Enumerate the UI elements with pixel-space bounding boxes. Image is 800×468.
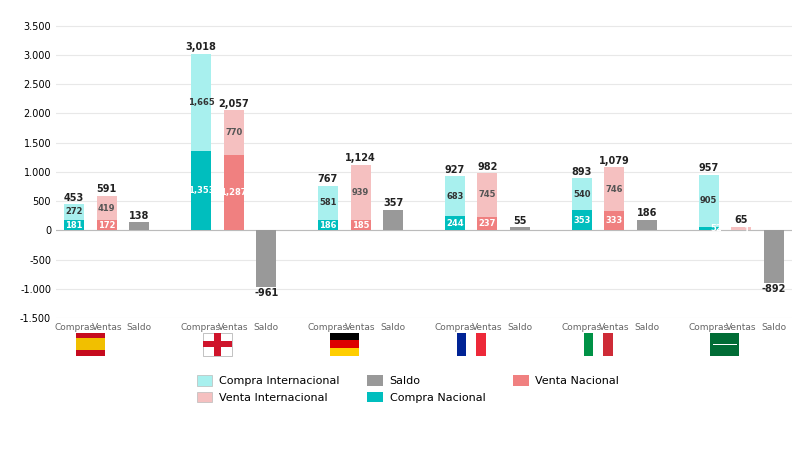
Text: 272: 272 xyxy=(66,207,83,216)
Bar xyxy=(604,211,624,230)
Bar xyxy=(330,348,358,356)
Text: 185: 185 xyxy=(352,220,370,230)
Legend: Compra Internacional, Venta Internacional, Saldo, Compra Nacional, Venta Naciona: Compra Internacional, Venta Internaciona… xyxy=(192,371,624,407)
Bar xyxy=(698,227,718,230)
Text: 683: 683 xyxy=(446,192,463,201)
Bar xyxy=(714,344,737,345)
Text: 2,057: 2,057 xyxy=(218,99,249,109)
Text: 237: 237 xyxy=(478,219,496,228)
Bar xyxy=(604,168,624,211)
Text: 419: 419 xyxy=(98,204,115,212)
Text: 1,124: 1,124 xyxy=(345,154,376,163)
Bar xyxy=(637,219,657,230)
Bar xyxy=(383,210,403,230)
Bar xyxy=(191,54,211,151)
Bar xyxy=(64,220,84,230)
Bar xyxy=(710,333,739,356)
Bar xyxy=(64,204,84,220)
Text: 52: 52 xyxy=(710,225,722,234)
Text: 957: 957 xyxy=(698,163,718,173)
Bar xyxy=(97,196,117,220)
Text: 244: 244 xyxy=(446,219,464,228)
Bar xyxy=(214,333,221,356)
Text: 3,018: 3,018 xyxy=(186,43,217,52)
Bar xyxy=(224,110,244,155)
Text: 65: 65 xyxy=(734,215,748,225)
Text: 746: 746 xyxy=(606,185,623,194)
Bar xyxy=(350,165,370,219)
Bar xyxy=(445,176,465,216)
Text: 770: 770 xyxy=(225,128,242,137)
Bar xyxy=(130,222,150,230)
Text: 1,079: 1,079 xyxy=(599,156,630,166)
Bar xyxy=(731,227,751,230)
Bar xyxy=(76,338,105,350)
Bar xyxy=(510,227,530,230)
Bar xyxy=(76,333,105,356)
Text: 581: 581 xyxy=(319,198,337,207)
Text: 1,665: 1,665 xyxy=(188,98,214,107)
Text: 181: 181 xyxy=(66,221,83,230)
Bar xyxy=(457,333,466,356)
Text: 453: 453 xyxy=(64,192,84,203)
Bar xyxy=(698,175,718,227)
Bar xyxy=(603,333,613,356)
Bar xyxy=(224,155,244,230)
Text: 1,287: 1,287 xyxy=(221,188,247,197)
Text: 927: 927 xyxy=(445,165,465,175)
Bar xyxy=(457,333,486,356)
Text: 138: 138 xyxy=(130,211,150,221)
Text: 1,353: 1,353 xyxy=(188,186,214,196)
Text: 186: 186 xyxy=(319,220,337,229)
Bar xyxy=(583,333,593,356)
Text: -892: -892 xyxy=(762,284,786,294)
Bar xyxy=(203,333,232,356)
Bar xyxy=(350,219,370,230)
Text: 55: 55 xyxy=(514,216,527,226)
Bar xyxy=(764,230,784,283)
Bar xyxy=(256,230,276,287)
Text: 767: 767 xyxy=(318,174,338,184)
Bar xyxy=(478,173,498,217)
Text: 353: 353 xyxy=(573,216,590,225)
Text: 591: 591 xyxy=(97,184,117,195)
Text: 982: 982 xyxy=(478,161,498,172)
Text: 745: 745 xyxy=(478,190,496,199)
Bar xyxy=(572,210,592,230)
Bar xyxy=(203,342,232,347)
Text: -961: -961 xyxy=(254,288,278,298)
Text: 1: 1 xyxy=(743,226,749,235)
Bar xyxy=(318,186,338,219)
Bar xyxy=(330,340,358,348)
Text: 333: 333 xyxy=(606,216,623,225)
Bar xyxy=(583,333,613,356)
Text: 540: 540 xyxy=(573,190,590,198)
Text: 172: 172 xyxy=(98,221,115,230)
Bar xyxy=(476,333,486,356)
Bar xyxy=(330,333,358,340)
Text: 893: 893 xyxy=(571,167,592,177)
Bar xyxy=(97,220,117,230)
Bar xyxy=(478,217,498,230)
Text: 905: 905 xyxy=(700,197,718,205)
Bar xyxy=(318,219,338,230)
Text: 939: 939 xyxy=(352,188,369,197)
Bar xyxy=(445,216,465,230)
Bar xyxy=(572,178,592,210)
Text: 186: 186 xyxy=(637,208,657,218)
Text: 357: 357 xyxy=(383,198,403,208)
Bar xyxy=(191,151,211,230)
